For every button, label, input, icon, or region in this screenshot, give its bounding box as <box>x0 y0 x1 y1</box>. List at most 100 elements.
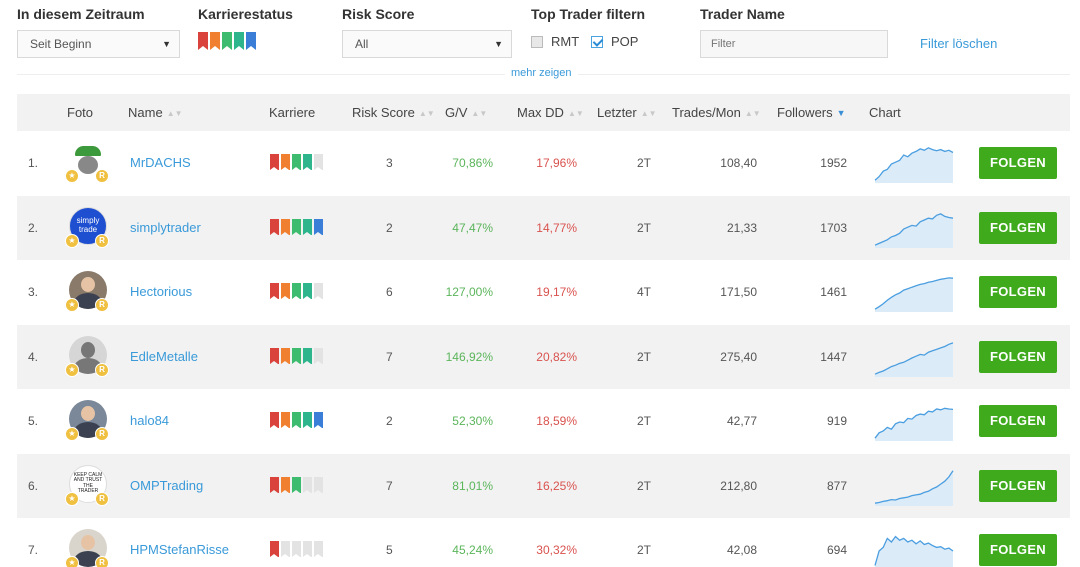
pop-checkbox-wrap[interactable]: POP <box>591 34 638 49</box>
risk-score: 5 <box>386 543 393 557</box>
max-drawdown: 14,77% <box>536 220 577 235</box>
table-body: 1. ★ R MrDACHS 3 70,86% 17,96% 2T 108,40… <box>17 131 1070 567</box>
career-flag-icon <box>314 476 323 493</box>
last-trade: 2T <box>636 414 651 428</box>
career-flag-icon <box>314 283 323 299</box>
col-letzter-label: Letzter <box>597 105 637 120</box>
performance-sparkline[interactable] <box>874 336 954 378</box>
performance-sparkline[interactable] <box>874 465 954 507</box>
gain-loss: 127,00% <box>445 285 493 299</box>
followers-count: 1952 <box>820 156 847 170</box>
risk-select[interactable]: All ▼ <box>342 30 512 58</box>
trader-name-link[interactable]: simplytrader <box>130 219 201 235</box>
career-flag-orange-icon[interactable] <box>210 32 220 50</box>
gain-loss: 45,24% <box>452 543 493 557</box>
col-chart: Chart <box>869 105 901 120</box>
last-trade: 2T <box>636 543 651 557</box>
follow-button[interactable]: FOLGEN <box>979 469 1057 502</box>
trader-name-link[interactable]: HPMStefanRisse <box>130 542 229 557</box>
avatar[interactable]: ★ R <box>65 400 109 441</box>
col-trades[interactable]: Trades/Mon ▲▼ <box>672 105 761 120</box>
career-flag-icon <box>303 347 312 364</box>
sort-icon: ▲▼ <box>166 109 183 118</box>
follow-button[interactable]: FOLGEN <box>979 276 1057 308</box>
caret-down-icon: ▼ <box>162 39 171 49</box>
risk-label: Risk Score <box>342 6 415 22</box>
clear-filter-link[interactable]: Filter löschen <box>920 36 998 51</box>
career-flag-icon <box>303 154 312 170</box>
avatar[interactable]: ★ R <box>65 335 109 377</box>
trader-name-link[interactable]: MrDACHS <box>130 155 191 170</box>
trader-name-input[interactable] <box>700 30 888 58</box>
performance-sparkline[interactable] <box>874 271 954 313</box>
table-row: 1. ★ R MrDACHS 3 70,86% 17,96% 2T 108,40… <box>17 131 1070 196</box>
col-name[interactable]: Name ▲▼ <box>128 105 183 120</box>
col-maxdd-label: Max DD <box>517 105 564 120</box>
gain-loss: 81,01% <box>452 478 493 493</box>
rmt-label: RMT <box>551 34 580 49</box>
follow-button[interactable]: FOLGEN <box>979 534 1057 566</box>
star-badge-icon: ★ <box>65 556 79 567</box>
col-maxdd[interactable]: Max DD ▲▼ <box>517 105 584 120</box>
trades-per-month: 212,80 <box>720 478 757 493</box>
avatar[interactable]: KEEP CALM AND TRUST THE TRADER ★ R <box>65 464 109 506</box>
performance-sparkline[interactable] <box>874 400 954 442</box>
r-badge-icon: R <box>95 491 109 506</box>
col-letzter[interactable]: Letzter ▲▼ <box>597 105 657 120</box>
avatar[interactable]: ★ R <box>65 142 109 183</box>
pop-checkbox[interactable] <box>591 35 603 48</box>
career-flag-red-icon[interactable] <box>198 32 208 50</box>
sparkline-line <box>874 212 954 246</box>
trader-name-link[interactable]: EdleMetalle <box>130 348 198 364</box>
followers-count: 1461 <box>820 285 847 299</box>
risk-score: 3 <box>386 156 393 170</box>
trader-name-link[interactable]: Hectorious <box>130 284 193 299</box>
max-drawdown: 30,32% <box>536 543 577 557</box>
trader-name-link[interactable]: halo84 <box>130 413 170 428</box>
rmt-checkbox[interactable] <box>531 35 543 48</box>
risk-score: 7 <box>386 349 393 364</box>
career-filter[interactable] <box>198 32 256 50</box>
rank: 6. <box>28 478 39 493</box>
col-risk[interactable]: Risk Score ▲▼ <box>352 105 435 120</box>
career-flag-icon <box>292 412 301 428</box>
table-header: Foto Name ▲▼ Karriere Risk Score ▲▼ G/V ▲▼ … <box>17 94 1070 131</box>
follow-button[interactable]: FOLGEN <box>979 211 1057 244</box>
show-more-link[interactable]: mehr zeigen <box>505 67 578 79</box>
table-row: 6. KEEP CALM AND TRUST THE TRADER ★ R OM… <box>17 453 1070 518</box>
career-flag-blue-icon[interactable] <box>246 32 256 50</box>
performance-sparkline[interactable] <box>874 207 954 249</box>
career-status <box>270 218 323 235</box>
performance-sparkline[interactable] <box>874 142 954 184</box>
star-badge-icon: ★ <box>65 362 79 377</box>
rank: 1. <box>28 156 39 170</box>
gain-loss: 70,86% <box>452 156 493 170</box>
col-gv[interactable]: G/V ▲▼ <box>445 105 487 120</box>
trader-name-label: Trader Name <box>700 6 785 22</box>
career-flag-icon <box>270 154 279 170</box>
performance-sparkline[interactable] <box>874 529 954 567</box>
follow-button[interactable]: FOLGEN <box>979 340 1057 373</box>
trader-name-link[interactable]: OMPTrading <box>130 477 204 493</box>
rank: 5. <box>28 414 39 428</box>
avatar[interactable]: ★ R <box>65 529 109 567</box>
rmt-checkbox-wrap[interactable]: RMT <box>531 34 579 49</box>
col-followers[interactable]: Followers ▼ <box>777 105 846 120</box>
col-followers-label: Followers <box>777 105 833 120</box>
gain-loss: 52,30% <box>452 414 493 428</box>
avatar[interactable]: ★ R <box>65 271 109 312</box>
max-drawdown: 18,59% <box>536 414 577 428</box>
career-flag-teal-icon[interactable] <box>234 32 244 50</box>
avatar[interactable]: simply trade ★ R <box>65 206 109 248</box>
career-flag-green-icon[interactable] <box>222 32 232 50</box>
follow-button[interactable]: FOLGEN <box>979 405 1057 437</box>
sparkline-line <box>874 407 954 439</box>
follow-button[interactable]: FOLGEN <box>979 147 1057 179</box>
period-select[interactable]: Seit Beginn ▼ <box>17 30 180 58</box>
followers-count: 877 <box>826 478 847 493</box>
col-foto: Foto <box>67 105 94 120</box>
career-status <box>270 541 323 557</box>
sort-icon: ▲▼ <box>640 109 657 118</box>
sparkline-area <box>875 342 953 377</box>
career-flag-icon <box>281 476 290 493</box>
